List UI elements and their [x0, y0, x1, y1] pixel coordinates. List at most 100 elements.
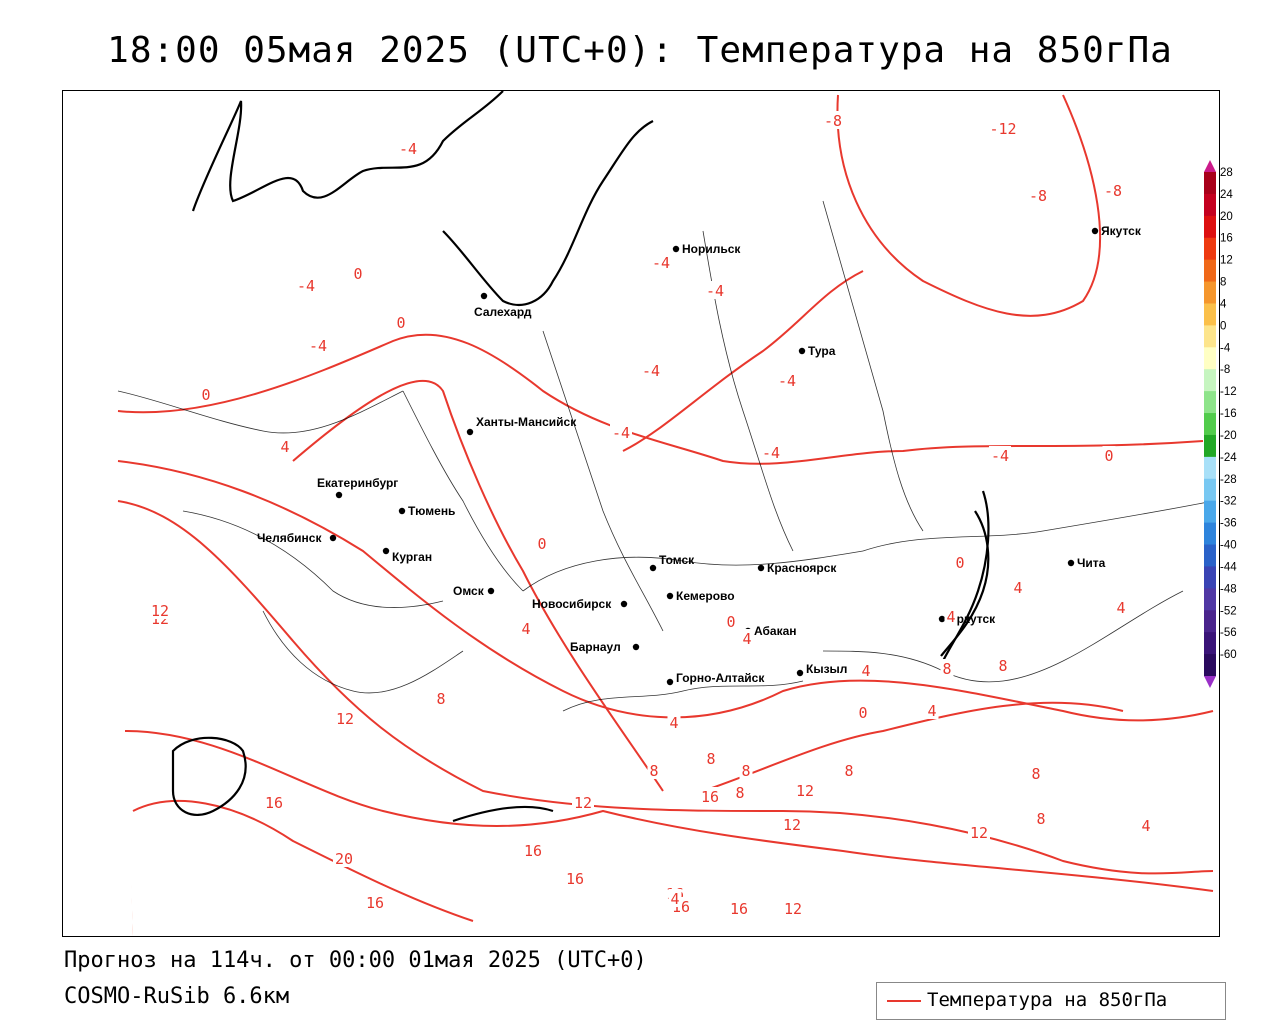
isotherm-label-text: 8	[844, 762, 853, 780]
isotherm-label-text: -4	[762, 444, 780, 462]
colorbar-swatch	[1204, 500, 1216, 524]
isotherm-label-background	[987, 119, 1019, 137]
isotherm-line	[117, 460, 1214, 722]
isotherm-label-text: 16	[265, 794, 283, 812]
isotherm-label-background	[397, 139, 419, 157]
city-marker	[466, 428, 474, 436]
city-marker	[382, 547, 390, 555]
isotherm-label-text: 12	[784, 900, 802, 918]
isotherm-label-background	[781, 815, 803, 833]
isotherm-value-label: 8	[1029, 764, 1043, 783]
isotherm-label-text: 12	[336, 710, 354, 728]
isotherm-label-background	[704, 281, 726, 299]
isotherm-value-label: 0	[953, 553, 967, 572]
isotherm-value-label: 0	[724, 612, 738, 631]
isotherm-label-text: 12	[783, 816, 801, 834]
city-label: Чита	[1077, 556, 1106, 570]
isotherm-label-text: 4	[670, 890, 679, 908]
isotherm-labels-layer: -4-8 -12-8 -8-4-4-40-40-4-4-4-4 -4 040440404…	[149, 111, 1153, 918]
colorbar-swatch	[1204, 259, 1216, 283]
isotherm-label-background	[842, 761, 856, 779]
isotherm-label-text: 4	[946, 608, 955, 626]
isotherm-value-label: 0	[1102, 446, 1116, 465]
isotherm-value-label: 16	[522, 841, 544, 860]
isotherm-label-background	[610, 423, 632, 441]
isotherm-label-background	[647, 761, 661, 779]
city-label: Екатеринбург	[317, 476, 398, 490]
isotherm-label-text: 4	[521, 620, 530, 638]
domain-outside-top	[63, 91, 1219, 143]
isotherm-value-label: 12	[149, 601, 171, 620]
isotherm-value-label: 8	[733, 783, 747, 802]
isotherm-label-text: 4	[861, 662, 870, 680]
city-marker	[329, 534, 337, 542]
city-marker	[649, 564, 657, 572]
colorbar-tick-label: 0	[1220, 320, 1226, 332]
isotherm-value-label: -4	[610, 423, 632, 442]
isotherm-label-background	[650, 253, 672, 271]
isotherm-label-text: -4	[991, 447, 1009, 465]
city-marker	[398, 507, 406, 515]
colorbar-tick-label: -20	[1220, 430, 1237, 442]
isotherm-label-background	[1029, 764, 1043, 782]
isotherm-value-label: 8	[940, 659, 954, 678]
isotherm-label-background	[989, 446, 1011, 464]
isotherm-label-background	[822, 111, 844, 129]
isotherm-label-background	[794, 781, 816, 799]
isotherm-value-label: 4	[1139, 816, 1153, 835]
colorbar-swatch	[1204, 456, 1216, 480]
isotherm-value-label: -4	[640, 361, 662, 380]
colorbar-swatch	[1204, 566, 1216, 589]
isotherm-label-text: 8	[706, 750, 715, 768]
isotherm-label-background	[1114, 598, 1128, 616]
isotherm-value-label: 8	[434, 689, 448, 708]
isotherm-value-label: 12	[572, 793, 594, 812]
colorbar-swatch	[1204, 303, 1216, 326]
city-marker	[672, 245, 680, 253]
colorbar-tick-label: -60	[1220, 649, 1237, 661]
isotherm-value-label: 12	[782, 899, 804, 918]
isotherm-value-label: -4	[776, 371, 798, 390]
isotherm-value-label: 16	[699, 787, 721, 806]
city-marker	[1067, 559, 1075, 567]
domain-outside-sw	[63, 671, 133, 936]
isotherm-label-background	[307, 336, 329, 354]
isotherm-value-label: 4	[740, 629, 754, 648]
colorbar-swatch	[1204, 193, 1216, 217]
colorbar-swatch	[1204, 522, 1216, 546]
isotherm-value-label: 4	[278, 437, 292, 456]
isotherm-label-background	[724, 612, 738, 630]
isotherm-label-text: 12	[970, 824, 988, 842]
colorbar-tick-label: -12	[1220, 386, 1237, 398]
admin-borders	[117, 200, 1214, 712]
isotherm-label-text: 0	[1104, 447, 1113, 465]
isotherm-line	[132, 800, 474, 922]
colorbar-tick-label: -32	[1220, 496, 1237, 508]
isotherm-label-text: -4	[778, 372, 796, 390]
border-line	[182, 510, 444, 608]
isotherm-label-text: 8	[436, 690, 445, 708]
isotherm-value-label: 12	[334, 709, 356, 728]
city-label: Кемерово	[676, 589, 735, 603]
isotherm-value-label: 0	[394, 313, 408, 332]
coastline	[191, 91, 504, 212]
isotherm-label-background	[1102, 181, 1124, 199]
city-marker	[666, 678, 674, 686]
isotherm-value-label: 12	[968, 823, 990, 842]
isotherm-value-label: 0	[535, 534, 549, 553]
isotherm-value-label: 16	[263, 793, 285, 812]
isotherm-label-text: 4	[280, 438, 289, 456]
isotherm-label-background	[640, 361, 662, 379]
colorbar-swatch	[1204, 237, 1216, 261]
city-marker	[798, 347, 806, 355]
colorbar-tick-label: -56	[1220, 627, 1237, 639]
isotherm-value-label: 4	[1114, 598, 1128, 617]
colorbar-tick-label: 24	[1220, 189, 1233, 201]
isotherm-label-background	[1027, 186, 1049, 204]
city-marker	[796, 669, 804, 677]
isotherm-lines	[117, 94, 1214, 922]
colorbar-swatch	[1204, 434, 1216, 458]
colorbar-swatch	[1204, 544, 1216, 567]
colorbar-tick-label: 20	[1220, 211, 1233, 223]
isotherm-label-text: 0	[858, 704, 867, 722]
